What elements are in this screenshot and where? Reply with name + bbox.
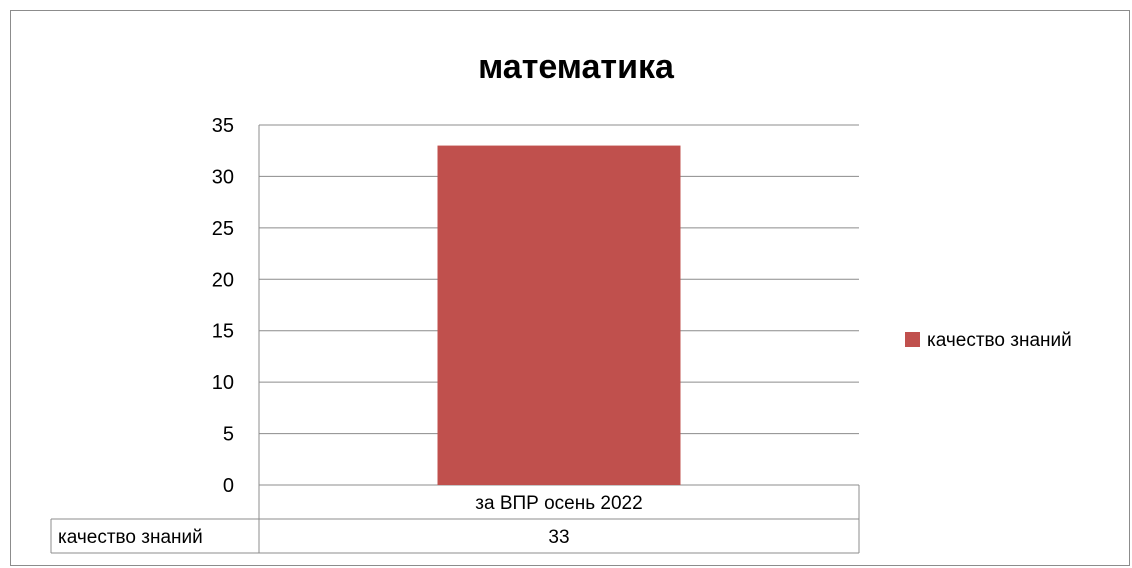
- y-tick-label: 25: [212, 218, 234, 240]
- y-tick-label: 30: [212, 166, 234, 188]
- y-tick-label: 0: [223, 475, 234, 497]
- bar: [437, 145, 681, 486]
- legend: качество знаний: [905, 330, 1072, 351]
- legend-swatch: [905, 332, 920, 347]
- table-series-label: качество знаний: [58, 527, 203, 548]
- bars: [437, 145, 681, 486]
- table-value: 33: [548, 527, 569, 548]
- y-tick-label: 5: [223, 424, 234, 446]
- y-tick-label: 35: [212, 115, 234, 137]
- legend-label: качество знаний: [927, 330, 1072, 351]
- y-tick-label: 20: [212, 269, 234, 291]
- y-tick-label: 10: [212, 372, 234, 394]
- y-axis-tick-labels: 0 5 10 15 20 25 30 35: [212, 115, 234, 497]
- chart-title: математика: [478, 48, 675, 86]
- x-category-label: за ВПР осень 2022: [475, 493, 642, 514]
- y-tick-label: 15: [212, 321, 234, 343]
- data-table: качество знаний 33 за ВПР осень 2022: [50, 125, 860, 554]
